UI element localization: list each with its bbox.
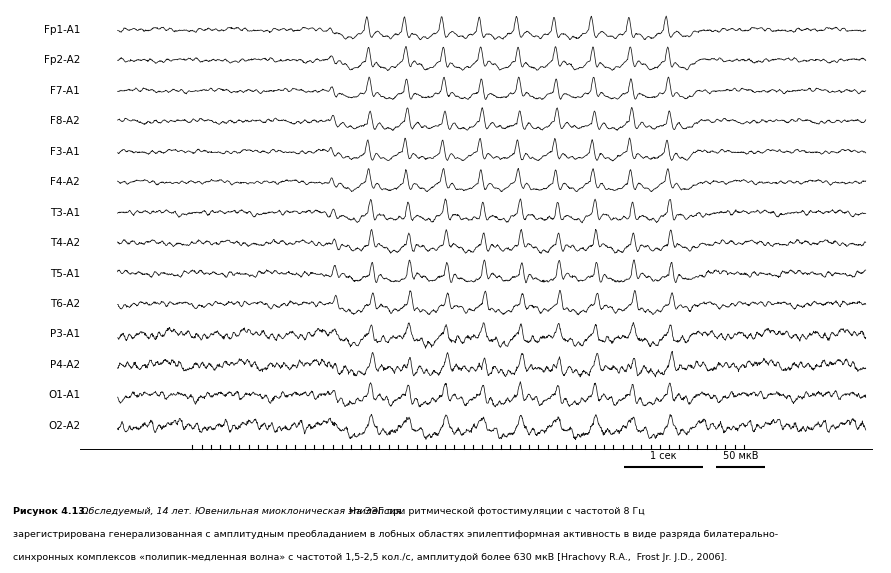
Text: На ЭЭГ при ритмической фотостимуляции с частотой 8 Гц: На ЭЭГ при ритмической фотостимуляции с … bbox=[346, 507, 644, 516]
Text: 50 мкВ: 50 мкВ bbox=[723, 452, 758, 461]
Text: 1 сек: 1 сек bbox=[650, 452, 676, 461]
Text: O2-A2: O2-A2 bbox=[48, 421, 80, 431]
Text: синхронных комплексов «полипик-медленная волна» с частотой 1,5-2,5 кол./с, ампли: синхронных комплексов «полипик-медленная… bbox=[13, 553, 728, 562]
Text: T5-A1: T5-A1 bbox=[50, 269, 80, 278]
Text: T6-A2: T6-A2 bbox=[50, 299, 80, 309]
Text: T3-A1: T3-A1 bbox=[50, 207, 80, 218]
Text: Рисунок 4.13. Обследуемый, 14 лет. Ювенильная миоклоническая эпилепсия. На ЭЭГ п: Рисунок 4.13. Обследуемый, 14 лет. Ювени… bbox=[13, 507, 707, 516]
Text: F8-A2: F8-A2 bbox=[51, 116, 80, 126]
Text: P4-A2: P4-A2 bbox=[50, 360, 80, 370]
Text: Обследуемый, 14 лет. Ювенильная миоклоническая эпилепсия.: Обследуемый, 14 лет. Ювенильная миоклони… bbox=[78, 507, 405, 516]
Text: O1-A1: O1-A1 bbox=[48, 390, 80, 401]
Text: P3-A1: P3-A1 bbox=[50, 329, 80, 339]
Text: Fp1-A1: Fp1-A1 bbox=[44, 25, 80, 35]
Text: F4-A2: F4-A2 bbox=[51, 177, 80, 187]
Text: F7-A1: F7-A1 bbox=[51, 86, 80, 96]
Text: Рисунок 4.13.: Рисунок 4.13. bbox=[13, 507, 89, 516]
Text: Fp2-A2: Fp2-A2 bbox=[44, 55, 80, 65]
Text: F3-A1: F3-A1 bbox=[51, 147, 80, 156]
Text: зарегистрирована генерализованная с амплитудным преобладанием в лобных областях : зарегистрирована генерализованная с ампл… bbox=[13, 530, 779, 539]
Text: T4-A2: T4-A2 bbox=[50, 238, 80, 248]
